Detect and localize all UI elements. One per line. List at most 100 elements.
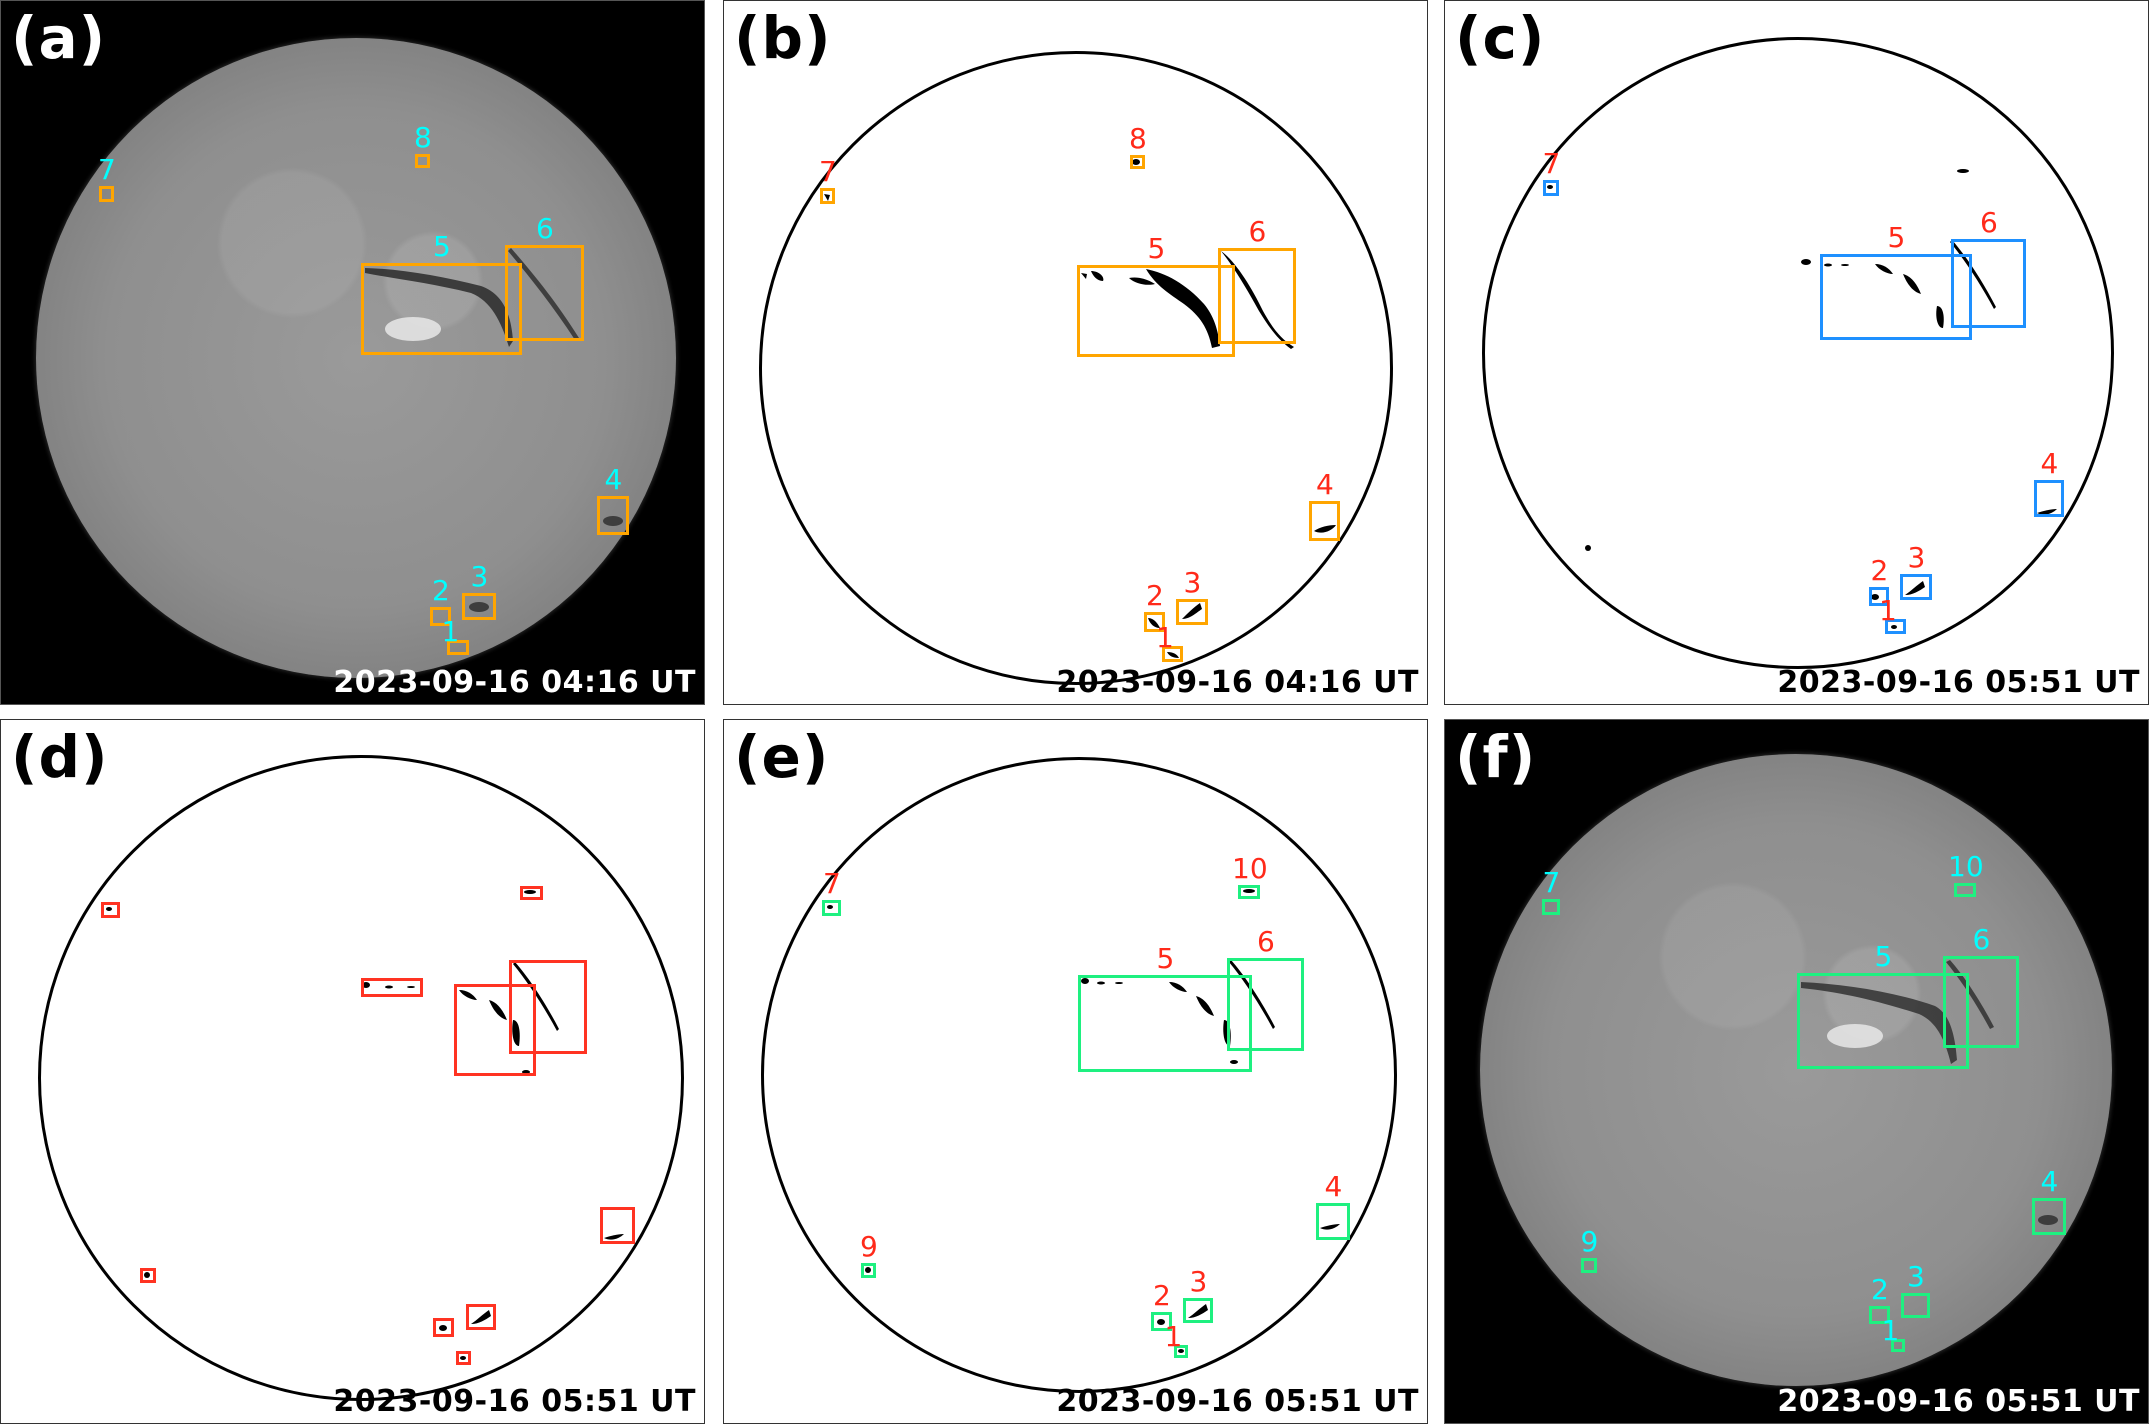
detection-box-number: 5 xyxy=(433,230,451,263)
detection-box-number: 8 xyxy=(414,121,432,154)
observation-timestamp: 2023-09-16 05:51 UT xyxy=(1777,1384,2140,1419)
detection-box-number: 3 xyxy=(470,560,489,593)
solar-disk-image xyxy=(36,38,676,678)
detection-box-number: 2 xyxy=(432,574,450,607)
detection-box-number: 2 xyxy=(1870,554,1889,587)
observation-timestamp: 2023-09-16 05:51 UT xyxy=(1777,665,2140,700)
detection-box xyxy=(456,1351,471,1365)
detection-box xyxy=(361,263,522,355)
detection-box-number: 2 xyxy=(1146,579,1164,612)
detection-box xyxy=(1951,239,2026,328)
detection-box xyxy=(1130,155,1145,169)
solar-limb-circle xyxy=(761,757,1397,1393)
detection-box-number: 7 xyxy=(1542,866,1561,899)
panel-label: (e) xyxy=(734,723,830,791)
detection-box-number: 6 xyxy=(1248,215,1267,248)
detection-box xyxy=(1820,254,1972,340)
observation-timestamp: 2023-09-16 04:16 UT xyxy=(1056,665,1419,700)
detection-box-number: 4 xyxy=(604,463,623,496)
detection-box xyxy=(822,900,841,916)
detection-box xyxy=(1151,1312,1172,1331)
detection-box-number: 4 xyxy=(1316,468,1334,501)
detection-box-number: 5 xyxy=(1887,221,1906,254)
detection-box xyxy=(1176,599,1208,625)
panel-f-halpha-image: (f) 2023-09-16 05:51 UT 7 10 5 6 4 9 3 2 1 xyxy=(1444,719,2149,1424)
detection-box-number: 5 xyxy=(1874,940,1893,973)
detection-box-number: 7 xyxy=(819,155,837,188)
detection-box xyxy=(1174,1345,1188,1358)
detection-box-number: 1 xyxy=(1164,1320,1183,1353)
detection-box-number: 4 xyxy=(2040,447,2059,480)
solar-disk-image xyxy=(1480,754,2112,1386)
detection-box xyxy=(1309,501,1340,541)
detection-box xyxy=(1869,1306,1890,1324)
detection-box xyxy=(430,607,451,626)
detection-box xyxy=(101,902,120,918)
detection-box-number: 10 xyxy=(1232,852,1268,885)
detection-box-number: 3 xyxy=(1183,566,1202,599)
solar-limb-circle xyxy=(1482,37,2114,669)
detection-box-number: 2 xyxy=(1871,1273,1889,1306)
detection-box xyxy=(1797,973,1969,1069)
detection-box xyxy=(1943,956,2019,1048)
detection-box-number: 1 xyxy=(441,615,460,648)
detection-box xyxy=(1144,612,1165,632)
detection-box xyxy=(1218,248,1296,344)
panel-label: (a) xyxy=(11,4,107,72)
observation-timestamp: 2023-09-16 04:16 UT xyxy=(333,665,696,700)
detection-box-number: 4 xyxy=(2040,1165,2059,1198)
detection-box xyxy=(1891,1339,1905,1352)
detection-box-number: 9 xyxy=(1580,1225,1599,1258)
detection-box xyxy=(1954,883,1976,897)
panel-label: (c) xyxy=(1455,4,1546,72)
detection-box-number: 3 xyxy=(1907,1260,1925,1293)
panel-d-detection-mask: (d) 2023-09-16 05:51 UT xyxy=(0,719,705,1424)
detection-box-number: 6 xyxy=(1980,206,1998,239)
detection-box-number: 10 xyxy=(1948,850,1984,883)
detection-box-number: 6 xyxy=(1257,925,1275,958)
detection-box xyxy=(1869,587,1889,606)
detection-box xyxy=(1542,899,1560,915)
detection-box xyxy=(462,593,496,620)
detection-box xyxy=(1227,958,1304,1051)
panel-label: (b) xyxy=(734,4,832,72)
detection-box xyxy=(1543,180,1559,196)
detection-box xyxy=(509,960,587,1054)
detection-box xyxy=(1077,265,1235,357)
detection-box xyxy=(2032,1198,2066,1235)
detection-box xyxy=(433,1318,454,1337)
detection-box-number: 8 xyxy=(1129,122,1147,155)
detection-box-number: 3 xyxy=(1189,1265,1208,1298)
detection-box xyxy=(505,245,584,341)
detection-box xyxy=(99,186,114,202)
detection-box-number: 9 xyxy=(860,1230,878,1263)
detection-box xyxy=(600,1207,635,1244)
detection-box xyxy=(2034,480,2064,517)
observation-timestamp: 2023-09-16 05:51 UT xyxy=(1056,1384,1419,1419)
detection-box-number: 6 xyxy=(536,212,554,245)
detection-box xyxy=(1885,619,1906,634)
detection-box-number: 7 xyxy=(98,153,116,186)
detection-box xyxy=(415,154,430,168)
observation-timestamp: 2023-09-16 05:51 UT xyxy=(333,1384,696,1419)
detection-box-number: 3 xyxy=(1907,541,1926,574)
detection-box-number: 7 xyxy=(1542,147,1561,180)
detection-box xyxy=(1316,1203,1350,1240)
panel-label: (f) xyxy=(1455,723,1537,791)
detection-box xyxy=(140,1268,156,1283)
detection-box xyxy=(454,984,536,1076)
detection-box xyxy=(520,886,543,900)
solar-limb-circle xyxy=(38,755,684,1401)
panel-label: (d) xyxy=(11,723,109,791)
detection-box xyxy=(861,1263,876,1278)
detection-box xyxy=(1162,646,1183,662)
detection-box xyxy=(1078,975,1252,1072)
detection-box-number: 5 xyxy=(1156,942,1175,975)
panel-e-detection-mask: (e) 2023-09-16 05:51 UT 7 10 5 6 4 9 3 2 1 xyxy=(723,719,1428,1424)
detection-box xyxy=(820,188,835,204)
detection-box xyxy=(597,496,629,535)
detection-box-number: 5 xyxy=(1147,232,1166,265)
detection-box xyxy=(466,1304,496,1330)
